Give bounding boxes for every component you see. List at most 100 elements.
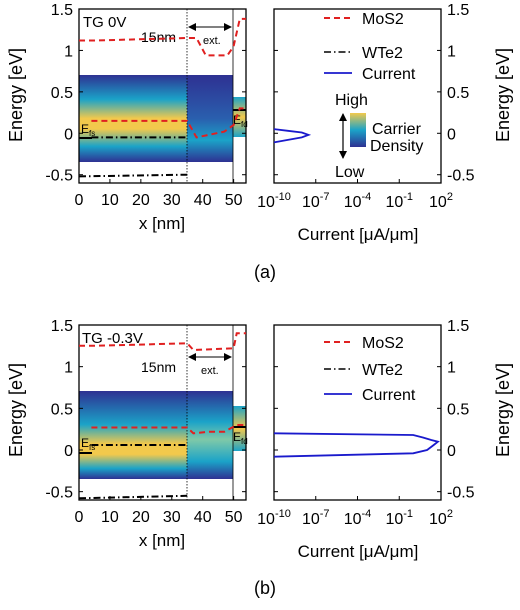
panel-a-legend: MoS2 WTe2 Current	[324, 11, 416, 83]
panel-a-band-plot: TG 0V 15nm ext. Efs Efd 0 10 20 30 40 50 1.51…	[45, 2, 247, 233]
panel-a-band-xlabel: x [nm]	[139, 214, 185, 233]
legend-current-label: Current	[362, 66, 416, 83]
xtick-label: 50	[225, 192, 243, 209]
panel-a-current-xticks: 10-10 10-7 10-4 10-1 102	[257, 179, 453, 211]
panel-b-current-series-layer	[273, 432, 440, 458]
ytick-label-right: -0.5	[447, 485, 475, 502]
panel-a-right-ylabel: Energy [eV]	[493, 48, 513, 142]
ytick-label: -0.5	[45, 168, 73, 185]
panel-a-current-plot: MoS2 WTe2 Current High Carrier Density L…	[257, 2, 475, 244]
panel-b-current-yticks: 1.5 1 0.5 0 -0.5	[274, 318, 475, 502]
panel-a-yticks: 1.5 1 0.5 0 -0.5	[45, 2, 246, 185]
legend-wte2-label: WTe2	[362, 362, 403, 379]
panel-b-yticks: 1.5 1 0.5 0 -0.5	[45, 318, 246, 502]
panel-a-drain-heatmap	[233, 97, 246, 137]
panel-b-length-label: 15nm	[141, 359, 176, 375]
xtick-label: 20	[132, 192, 150, 209]
panel-a-current-yticks: 1.5 1 0.5 0 -0.5	[274, 2, 475, 185]
panel-a-ylabel: Energy [eV]	[6, 48, 26, 142]
xtick-label: 0	[75, 192, 84, 209]
ytick-label: 1	[64, 360, 73, 377]
ytick-label-right: 1.5	[447, 318, 469, 335]
xtick-label: 10-10	[257, 191, 291, 211]
panel-b-band-plot: TG -0.3V 15nm ext. Efs Efd 0 10 20 30 40 50 1…	[45, 318, 247, 550]
panel-a: Energy [eV] TG 0V 15nm ext. Efs Efd 0 10 2…	[6, 2, 513, 282]
ytick-label-right: -0.5	[447, 168, 475, 185]
series-current-line-0	[273, 128, 312, 144]
panel-a-xticks: 0 10 20 30 40 50	[75, 179, 243, 209]
ytick-label: 0.5	[51, 85, 73, 102]
series-mos2-line-0	[79, 332, 246, 352]
ytick-label: -0.5	[45, 485, 73, 502]
panel-b-band-xlabel: x [nm]	[139, 531, 185, 550]
xtick-label: 10-4	[344, 191, 372, 211]
panel-a-ext-heatmap	[187, 75, 233, 162]
legend-mos2-label: MoS2	[362, 335, 404, 352]
series-current-line-0	[273, 432, 440, 458]
panel-a-band-frame	[78, 8, 247, 184]
xtick-label: 10-4	[344, 508, 372, 528]
xtick-label: 102	[429, 508, 453, 528]
panel-b-drain-heatmap	[233, 406, 246, 451]
ytick-label: 0	[64, 126, 73, 143]
panel-a-series-layer	[78, 17, 246, 178]
panel-b-current-plot: MoS2 WTe2 Current 10-10 10-7 10-4 10-1 102 1…	[257, 318, 475, 561]
xtick-label: 10	[101, 509, 119, 526]
panel-b-current-frame	[273, 324, 442, 501]
panel-a-colorbar: High Carrier Density Low	[335, 92, 423, 181]
xtick-label: 30	[163, 192, 181, 209]
panel-b: Energy [eV] TG -0.3V 15nm ext. Efs Efd 0…	[6, 318, 513, 598]
colorbar-title-1: Carrier	[372, 121, 422, 138]
ytick-label-right: 0	[447, 443, 456, 460]
xtick-label: 20	[132, 509, 150, 526]
panel-b-legend: MoS2 WTe2 Current	[324, 335, 416, 404]
panel-b-band-heatmap	[79, 391, 187, 479]
xtick-label: 40	[194, 509, 212, 526]
series-wte2-line-3	[78, 173, 188, 178]
ytick-label-right: 1	[447, 360, 456, 377]
panel-a-current-series-layer	[273, 128, 312, 144]
panel-b-ylabel: Energy [eV]	[6, 363, 26, 457]
series-mos2-line-1	[91, 424, 246, 435]
xtick-label: 10-7	[302, 191, 330, 211]
panel-b-ef-drain-label: Efd	[233, 430, 248, 446]
xtick-label: 40	[194, 192, 212, 209]
panel-b-right-ylabel: Energy [eV]	[493, 363, 513, 457]
colorbar-low-label: Low	[335, 164, 365, 181]
legend-mos2-label: MoS2	[362, 11, 404, 28]
ytick-label: 0.5	[51, 401, 73, 418]
panel-a-ef-drain-label: Efd	[233, 113, 248, 129]
panel-b-series-layer	[78, 332, 246, 500]
xtick-label: 30	[163, 509, 181, 526]
ytick-label-right: 1.5	[447, 2, 469, 19]
panel-a-gate-label: TG 0V	[83, 14, 126, 31]
panel-b-gate-label: TG -0.3V	[82, 330, 143, 347]
panel-a-length-label: 15nm	[141, 29, 176, 45]
xtick-label: 0	[75, 509, 84, 526]
panel-b-ext-label: ext.	[201, 365, 219, 377]
xtick-label: 10-1	[385, 191, 413, 211]
panel-a-band-heatmap	[79, 75, 187, 162]
ytick-label: 1.5	[51, 318, 73, 335]
legend-wte2-label: WTe2	[362, 45, 403, 62]
panel-b-ext-heatmap	[187, 391, 233, 479]
panel-b-current-xlabel: Current [μA/μm]	[298, 542, 419, 561]
panel-a-label: (a)	[254, 262, 276, 282]
ytick-label-right: 0	[447, 126, 456, 143]
ytick-label-right: 0.5	[447, 85, 469, 102]
series-mos2-line-1	[91, 107, 246, 139]
panel-a-current-xlabel: Current [μA/μm]	[298, 225, 419, 244]
xtick-label: 50	[225, 509, 243, 526]
xtick-label: 102	[429, 191, 453, 211]
panel-b-ef-source-label: Efs	[81, 436, 95, 452]
legend-current-label: Current	[362, 387, 416, 404]
xtick-label: 10-1	[385, 508, 413, 528]
ytick-label: 1	[64, 43, 73, 60]
panel-b-band-frame	[78, 324, 247, 501]
colorbar-high-label: High	[335, 92, 368, 109]
ytick-label: 0	[64, 443, 73, 460]
xtick-label: 10-10	[257, 508, 291, 528]
colorbar-title-2: Density	[370, 138, 423, 155]
xtick-label: 10	[101, 192, 119, 209]
